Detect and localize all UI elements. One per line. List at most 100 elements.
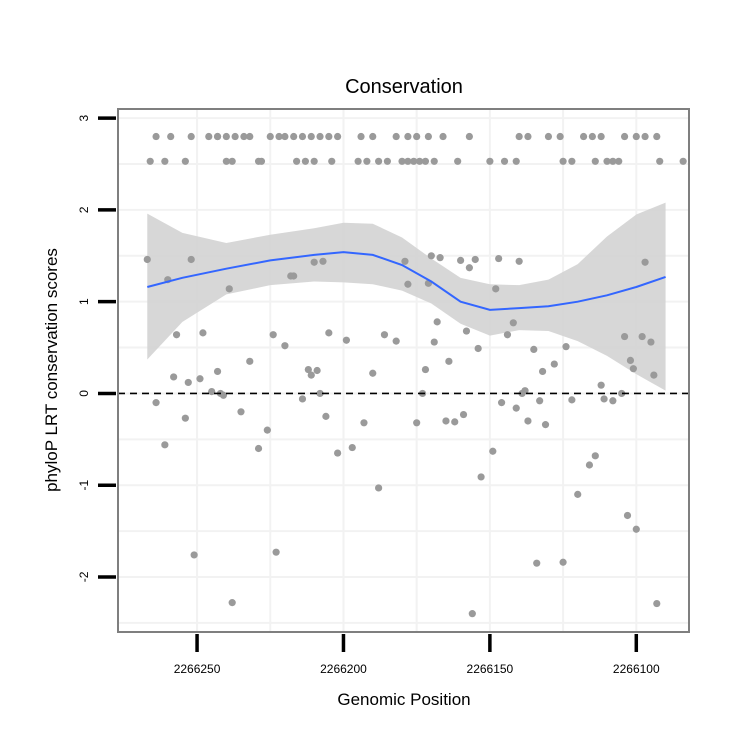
data-point: [196, 375, 204, 383]
data-point: [512, 404, 520, 412]
data-point: [597, 132, 605, 141]
data-point: [222, 157, 230, 165]
data-point: [471, 255, 479, 264]
data-point: [316, 132, 324, 141]
data-point: [574, 490, 582, 498]
data-point: [556, 132, 564, 141]
data-point: [301, 157, 310, 165]
data-point: [538, 367, 547, 376]
data-point: [641, 132, 649, 141]
data-point: [172, 331, 181, 339]
data-point: [184, 378, 192, 387]
data-point: [477, 473, 485, 481]
data-point: [457, 256, 465, 264]
data-point: [442, 417, 450, 425]
data-point: [254, 444, 263, 453]
data-point: [620, 132, 629, 141]
data-point: [246, 357, 254, 365]
data-point: [462, 327, 471, 335]
y-tick-label: 2: [77, 206, 91, 213]
data-point: [430, 157, 438, 165]
data-point: [413, 419, 421, 427]
data-point: [588, 132, 596, 141]
data-point: [240, 132, 248, 141]
data-point: [421, 365, 430, 374]
data-point: [629, 365, 637, 373]
data-point: [231, 132, 239, 141]
x-tick-label: 2266150: [467, 662, 514, 676]
data-point: [638, 332, 646, 341]
data-point: [647, 338, 655, 346]
data-point: [187, 132, 195, 141]
data-point: [313, 366, 321, 375]
data-point: [591, 452, 599, 460]
data-point: [559, 157, 567, 165]
data-point: [497, 399, 506, 407]
data-point: [392, 132, 400, 141]
data-point: [515, 132, 523, 141]
data-point: [562, 343, 570, 351]
data-point: [427, 252, 435, 260]
data-point: [591, 157, 599, 165]
data-point: [225, 285, 233, 293]
data-point: [199, 329, 207, 337]
data-point: [641, 258, 649, 266]
data-point: [626, 356, 635, 365]
data-point: [439, 132, 447, 141]
data-point: [190, 551, 198, 559]
data-point: [579, 132, 588, 141]
confidence-band: [147, 202, 666, 391]
data-point: [404, 157, 412, 165]
data-point: [167, 132, 175, 141]
data-point: [222, 132, 230, 141]
data-point: [369, 132, 377, 141]
y-tick-label: 1: [77, 298, 91, 305]
data-point: [541, 421, 550, 429]
smooth-line: [147, 251, 666, 311]
data-point: [275, 132, 283, 141]
data-point: [536, 397, 544, 405]
data-point: [161, 157, 169, 165]
data-point: [533, 559, 541, 567]
data-point: [413, 132, 421, 141]
data-point: [310, 157, 318, 165]
data-point: [342, 336, 350, 344]
data-point: [468, 610, 476, 618]
data-point: [152, 132, 160, 141]
data-point: [298, 132, 307, 141]
data-point: [307, 132, 315, 141]
data-point: [170, 373, 178, 381]
data-point: [266, 132, 274, 141]
data-point: [424, 132, 432, 141]
data-point: [281, 342, 289, 350]
data-point: [524, 132, 532, 141]
data-point: [290, 132, 298, 141]
data-point: [521, 387, 529, 395]
data-point: [257, 157, 266, 165]
data-point: [656, 157, 664, 165]
data-point: [290, 272, 298, 280]
data-point: [474, 344, 482, 353]
data-point: [187, 255, 195, 264]
data-point: [500, 157, 509, 165]
data-point: [451, 418, 459, 426]
data-point: [430, 338, 438, 346]
data-point: [325, 132, 333, 141]
y-tick-label: 3: [77, 115, 91, 122]
data-point: [679, 157, 687, 165]
data-point: [316, 389, 324, 398]
data-point: [310, 258, 318, 266]
data-point: [383, 157, 391, 165]
data-point: [585, 461, 594, 469]
data-point: [530, 345, 538, 353]
data-point: [213, 132, 222, 141]
data-point: [322, 412, 330, 420]
data-point: [205, 132, 213, 141]
data-point: [492, 285, 500, 293]
x-axis-ticks: 2266250 2266200 2266150 2266100: [174, 634, 660, 676]
data-point: [503, 331, 512, 339]
data-point: [632, 132, 640, 141]
data-point: [603, 157, 611, 165]
data-point: [334, 132, 342, 141]
data-point: [398, 157, 406, 165]
